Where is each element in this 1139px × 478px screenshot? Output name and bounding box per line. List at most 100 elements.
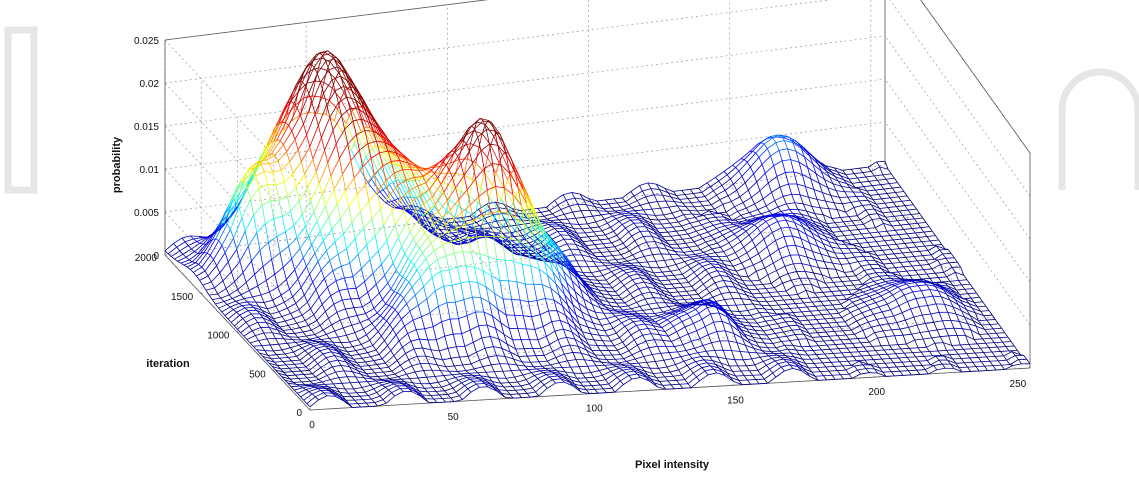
surface-wire: [486, 130, 494, 131]
surface-wire: [254, 205, 262, 215]
surface-wire: [912, 228, 920, 229]
surface-wire: [302, 309, 310, 315]
surface-wire: [199, 253, 207, 264]
surface-wire: [868, 287, 871, 289]
surface-wire: [555, 200, 558, 204]
surface-wire: [699, 261, 707, 263]
surface-wire: [752, 293, 760, 294]
surface-wire: [820, 208, 828, 209]
surface-wire: [818, 297, 821, 301]
surface-wire: [682, 190, 685, 194]
surface-wire: [691, 238, 694, 242]
surface-wire: [682, 238, 690, 239]
surface-wire: [676, 265, 679, 270]
surface-wire: [237, 308, 245, 312]
surface-wire: [692, 280, 700, 286]
surface-wire: [723, 204, 726, 212]
surface-wire: [609, 251, 617, 252]
surface-wire: [558, 231, 561, 235]
surface-wire: [894, 216, 897, 220]
surface-wire: [282, 313, 290, 316]
surface-wire: [329, 217, 332, 229]
surface-wire: [736, 305, 739, 311]
surface-wire: [637, 299, 645, 302]
surface-wire: [352, 325, 355, 332]
surface-wire: [211, 282, 214, 288]
surface-wire: [538, 208, 541, 212]
surface-wire: [859, 243, 867, 244]
surface-wire: [252, 295, 260, 297]
surface-wire: [776, 271, 779, 278]
surface-wire: [679, 265, 687, 270]
surface-wire: [185, 239, 193, 242]
surface-wire: [686, 290, 694, 291]
surface-wire: [355, 333, 358, 340]
surface-wire: [194, 238, 202, 239]
surface-wire: [884, 188, 892, 189]
surface-wire: [895, 192, 898, 196]
surface-wire: [776, 141, 784, 143]
surface-wire: [343, 325, 351, 328]
surface-wire: [930, 278, 938, 279]
surface-wire: [914, 257, 917, 261]
surface-wire: [769, 293, 772, 297]
surface-wire: [751, 280, 759, 281]
surface-wire: [953, 285, 961, 286]
surface-wire: [276, 185, 279, 200]
surface-wire: [238, 282, 246, 289]
surface-wire: [684, 299, 692, 300]
surface-wire: [702, 192, 705, 196]
surface-wire: [669, 279, 677, 280]
surface-wire: [354, 167, 362, 178]
surface-wire: [774, 288, 777, 292]
surface-wire: [724, 171, 727, 174]
surface-wire: [263, 266, 266, 280]
surface-wire: [783, 280, 791, 283]
surface-wire: [597, 266, 600, 271]
surface-wire: [613, 299, 621, 300]
surface-wire: [751, 281, 754, 285]
surface-wire: [292, 259, 295, 270]
surface-wire: [716, 228, 719, 231]
surface-wire: [734, 229, 742, 234]
surface-wire: [295, 270, 298, 279]
surface-wire: [920, 264, 928, 265]
surface-wire: [619, 221, 622, 224]
surface-wire: [749, 235, 752, 240]
surface-wire: [720, 232, 723, 235]
surface-wire: [312, 330, 315, 334]
surface-wire: [641, 248, 649, 251]
surface-wire: [251, 261, 254, 274]
surface-wire: [860, 252, 863, 256]
surface-wire: [611, 272, 614, 275]
surface-wire: [475, 203, 478, 216]
surface-wire: [398, 237, 401, 247]
surface-wire: [597, 266, 605, 267]
surface-wire: [766, 288, 774, 289]
surface-wire: [301, 339, 309, 340]
surface-wire: [608, 269, 611, 272]
surface-wire: [795, 304, 798, 308]
surface-wire: [251, 250, 259, 261]
surface-wire: [607, 260, 615, 261]
surface-wire: [222, 312, 225, 316]
surface-wire: [285, 232, 288, 246]
surface-wire: [340, 207, 348, 219]
surface-wire: [868, 167, 871, 171]
surface-wire: [636, 282, 644, 284]
surface-wire: [377, 192, 380, 209]
surface-wire: [883, 212, 891, 213]
surface-wire: [838, 227, 841, 231]
surface-wire: [711, 232, 719, 236]
surface-wire: [247, 188, 250, 200]
surface-wire: [772, 187, 780, 192]
surface-wire: [791, 160, 794, 172]
surface-wire: [297, 321, 305, 324]
surface-wire: [738, 258, 741, 263]
surface-wire: [898, 271, 906, 272]
surface-wire: [265, 219, 273, 224]
surface-wire: [342, 300, 345, 309]
surface-wire: [333, 266, 341, 270]
surface-wire: [800, 195, 808, 197]
surface-wire: [243, 273, 246, 283]
